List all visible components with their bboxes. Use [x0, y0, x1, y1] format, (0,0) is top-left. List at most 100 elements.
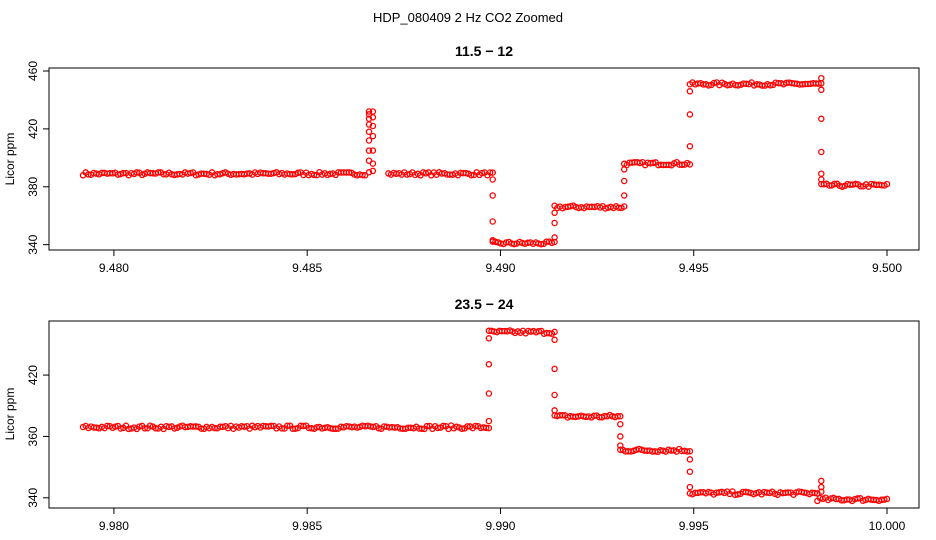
data-point [267, 422, 275, 430]
data-point [369, 122, 377, 130]
data-point [734, 82, 742, 89]
data-point [551, 234, 558, 241]
data-point [831, 180, 838, 188]
data-point [434, 424, 442, 432]
data-point [133, 169, 140, 176]
data-point [112, 423, 119, 430]
data-point [734, 491, 741, 498]
x-tick-label: 10.000 [869, 519, 906, 533]
panel-2: 23.5 − 24 Licor ppm 9.980 9.985 9.990 9.995… [3, 296, 920, 533]
x-tick-label: 9.480 [99, 261, 129, 275]
data-point [192, 423, 200, 430]
data-point [171, 425, 178, 432]
data-point [369, 167, 377, 175]
data-point [535, 327, 543, 335]
data-point [423, 422, 431, 430]
data-point [103, 422, 111, 430]
data-point [136, 423, 143, 430]
data-point [418, 425, 425, 432]
panel-2-plot-frame [48, 320, 920, 509]
data-point [881, 496, 888, 503]
data-point [310, 171, 318, 179]
data-point [365, 128, 373, 136]
panel-2-x-axis: 9.980 9.985 9.990 9.995 10.000 [99, 508, 906, 533]
data-point [859, 497, 867, 504]
panel-1-y-axis-label: Licor ppm [3, 133, 17, 186]
y-tick-label: 360 [26, 426, 40, 446]
data-point [332, 425, 339, 433]
data-point [489, 169, 496, 176]
panel-1-plot-frame [48, 67, 920, 251]
data-point [686, 447, 694, 455]
data-point [551, 328, 558, 336]
data-point [365, 115, 373, 123]
panel-1-x-axis: 9.480 9.485 9.490 9.495 9.500 [99, 250, 902, 275]
data-point [241, 423, 248, 430]
data-point [345, 169, 353, 176]
data-point [468, 171, 475, 179]
data-point [300, 422, 307, 430]
data-point [369, 147, 377, 154]
data-point [551, 209, 558, 217]
data-point [453, 423, 460, 431]
x-tick-label: 9.485 [292, 261, 322, 275]
panel-1: 11.5 − 12 Licor ppm 9.480 9.485 9.490 9.495… [3, 43, 920, 275]
data-point [292, 425, 299, 432]
y-tick-label: 420 [26, 365, 40, 385]
data-point [365, 169, 373, 176]
data-point [284, 422, 291, 429]
data-point [784, 489, 792, 496]
data-point [141, 425, 149, 432]
data-point [705, 488, 712, 496]
data-point [710, 79, 718, 87]
data-point [854, 495, 861, 502]
data-point [686, 483, 694, 491]
data-point [818, 148, 825, 156]
x-tick-label: 9.980 [99, 519, 129, 533]
data-point [551, 219, 558, 227]
data-point [359, 171, 366, 179]
data-point [489, 237, 496, 244]
data-point [486, 169, 494, 176]
data-point [439, 422, 447, 430]
data-point [117, 425, 124, 432]
data-point [649, 159, 657, 167]
data-point [365, 137, 373, 144]
panel-2-title: 23.5 − 24 [455, 296, 514, 312]
data-point [686, 143, 694, 150]
data-point [617, 413, 624, 420]
data-point [686, 88, 694, 95]
x-tick-label: 9.990 [485, 519, 515, 533]
data-point [620, 166, 628, 173]
data-point [686, 468, 694, 475]
data-point [369, 160, 377, 167]
figure-title: HDP_080409 2 Hz CO2 Zoomed [373, 10, 563, 25]
y-tick-label: 340 [26, 487, 40, 507]
panel-1-y-axis: 340 380 420 460 [26, 61, 49, 255]
data-point [617, 420, 624, 428]
panel-1-title: 11.5 − 12 [455, 43, 513, 59]
data-point [551, 365, 558, 373]
x-tick-label: 9.995 [679, 519, 709, 533]
data-point [818, 115, 825, 123]
data-point [686, 456, 694, 463]
data-point [294, 169, 302, 177]
data-point [767, 82, 774, 89]
data-point [485, 390, 493, 397]
data-point [818, 74, 825, 82]
data-point [489, 192, 496, 199]
data-point [883, 495, 891, 503]
data-point [472, 422, 479, 430]
data-point [187, 169, 194, 177]
data-point [705, 82, 712, 89]
data-point [537, 240, 545, 248]
panel-2-points [79, 327, 891, 505]
data-point [278, 425, 286, 432]
data-point [120, 169, 127, 177]
data-point [369, 114, 377, 121]
data-point [489, 176, 496, 183]
data-point [551, 391, 558, 399]
data-point [485, 335, 493, 342]
data-point [489, 218, 496, 225]
